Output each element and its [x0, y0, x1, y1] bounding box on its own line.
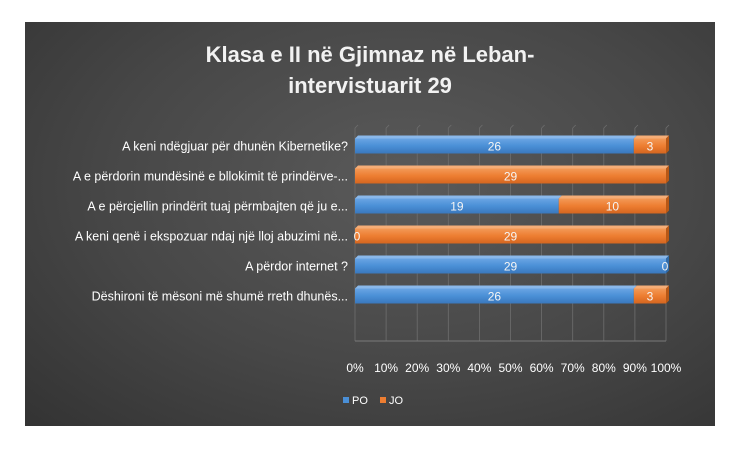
gridline-depth	[603, 124, 608, 129]
bar-po	[355, 198, 559, 214]
data-labels: 26 3 29 19 10 0 29 29 0 26 3	[354, 140, 669, 304]
legend-label-po: PO	[352, 395, 368, 407]
bar-top-face	[355, 285, 637, 289]
data-label-po: 29	[504, 260, 518, 274]
chart-title-line-1: Klasa e II në Gjimnaz në Leban-	[206, 42, 535, 67]
bar-side-face	[666, 285, 669, 304]
bar-top-face	[633, 285, 669, 289]
gridline-depth	[572, 124, 576, 129]
data-label-jo: 0	[662, 260, 669, 274]
x-tick-label: 80%	[592, 361, 616, 375]
x-tick-label: 20%	[405, 361, 429, 375]
bar-side-face	[666, 195, 669, 214]
gridline-depth	[541, 124, 545, 129]
data-label-jo: 3	[647, 290, 654, 304]
legend: PO JO	[343, 395, 404, 407]
gridline-depth	[448, 124, 452, 129]
gridline-depth	[354, 124, 359, 129]
data-label-jo: 3	[647, 140, 654, 154]
x-tick-label: 60%	[530, 361, 554, 375]
x-tick-label: 90%	[623, 361, 647, 375]
bar-po	[355, 288, 634, 304]
category-label: A keni ndëgjuar për dhunën Kibernetike?	[122, 140, 348, 154]
bars	[355, 135, 669, 304]
category-label: A e përdorin mundësinë e bllokimit të pr…	[73, 170, 348, 184]
bar-side-face	[666, 225, 669, 244]
x-tick-label: 40%	[467, 361, 491, 375]
gridline-depth	[385, 124, 390, 129]
legend-swatch-jo	[380, 397, 386, 403]
data-label-jo: 29	[504, 170, 518, 184]
chart-title-line-2: intervistuarit 29	[288, 73, 452, 98]
category-label: Dëshironi të mësoni më shumë rreth dhunë…	[92, 290, 348, 304]
bar-top-face	[558, 195, 669, 199]
bar-jo	[633, 288, 666, 304]
bar-side-face	[666, 255, 669, 274]
bar-po	[355, 258, 666, 274]
data-label-po: 26	[488, 140, 502, 154]
bar-po	[355, 138, 634, 154]
bar-jo	[355, 228, 666, 244]
bar-top-face	[355, 135, 637, 139]
category-label: A keni qenë i ekspozuar ndaj një lloj ab…	[75, 230, 348, 244]
bar-side-face	[666, 165, 669, 184]
x-axis-tick-labels: 0% 10% 20% 30% 40% 50% 60% 70% 80% 90% 100%	[346, 361, 681, 375]
gridline-depth	[634, 124, 639, 129]
x-tick-label: 70%	[561, 361, 585, 375]
data-label-jo: 29	[504, 230, 518, 244]
x-tick-label: 30%	[436, 361, 460, 375]
x-tick-label: 100%	[651, 361, 682, 375]
legend-swatch-po	[343, 397, 349, 403]
bar-side-face	[666, 135, 669, 154]
bar-jo	[355, 168, 666, 184]
category-labels: A keni ndëgjuar për dhunën Kibernetike? A…	[73, 140, 348, 304]
data-label-po: 19	[450, 200, 464, 214]
bar-top-face	[355, 195, 562, 199]
x-tick-label: 0%	[346, 361, 364, 375]
x-tick-label: 10%	[374, 361, 398, 375]
gridline-depth	[510, 124, 514, 129]
data-label-jo: 10	[606, 200, 620, 214]
category-label: A e përcjellin prindërit tuaj përmbajten…	[87, 200, 348, 214]
bar-top-face	[355, 165, 669, 169]
bar-top-face	[355, 255, 669, 259]
data-label-po: 0	[354, 230, 361, 244]
gridline-depth	[479, 124, 483, 129]
bar-top-face	[355, 225, 669, 229]
data-label-po: 26	[488, 290, 502, 304]
legend-label-jo: JO	[389, 395, 404, 407]
bar-jo	[633, 138, 666, 154]
bar-top-face	[633, 135, 669, 139]
stacked-bar-chart: Klasa e II në Gjimnaz në Leban- intervis…	[73, 42, 682, 407]
x-tick-label: 50%	[498, 361, 522, 375]
bar-jo	[558, 198, 666, 214]
category-label: A përdor internet ?	[245, 260, 348, 274]
gridline-depth	[416, 124, 421, 129]
gridline-depth	[665, 124, 670, 129]
chart-area: Klasa e II në Gjimnaz në Leban- intervis…	[25, 22, 715, 426]
